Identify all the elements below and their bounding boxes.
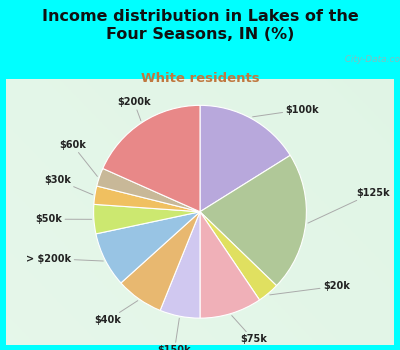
Wedge shape bbox=[200, 212, 260, 318]
Wedge shape bbox=[121, 212, 200, 310]
Wedge shape bbox=[94, 186, 200, 212]
Wedge shape bbox=[160, 212, 200, 318]
Text: $60k: $60k bbox=[59, 140, 97, 176]
Wedge shape bbox=[103, 105, 200, 212]
Text: City-Data.com: City-Data.com bbox=[338, 55, 400, 64]
Text: $75k: $75k bbox=[232, 316, 267, 344]
Wedge shape bbox=[94, 204, 200, 234]
Text: White residents: White residents bbox=[141, 72, 259, 85]
Text: $150k: $150k bbox=[158, 318, 191, 350]
Text: Income distribution in Lakes of the
Four Seasons, IN (%): Income distribution in Lakes of the Four… bbox=[42, 9, 358, 42]
Text: $100k: $100k bbox=[253, 105, 319, 117]
Text: $200k: $200k bbox=[117, 97, 151, 121]
Wedge shape bbox=[200, 105, 290, 212]
Text: $20k: $20k bbox=[270, 281, 350, 295]
Text: $40k: $40k bbox=[94, 301, 138, 325]
Wedge shape bbox=[200, 212, 276, 300]
Text: > $200k: > $200k bbox=[26, 253, 103, 264]
Wedge shape bbox=[200, 155, 306, 286]
Text: $50k: $50k bbox=[36, 214, 92, 224]
Text: $125k: $125k bbox=[308, 188, 390, 223]
Text: $30k: $30k bbox=[44, 175, 93, 195]
Wedge shape bbox=[97, 168, 200, 212]
Wedge shape bbox=[96, 212, 200, 283]
